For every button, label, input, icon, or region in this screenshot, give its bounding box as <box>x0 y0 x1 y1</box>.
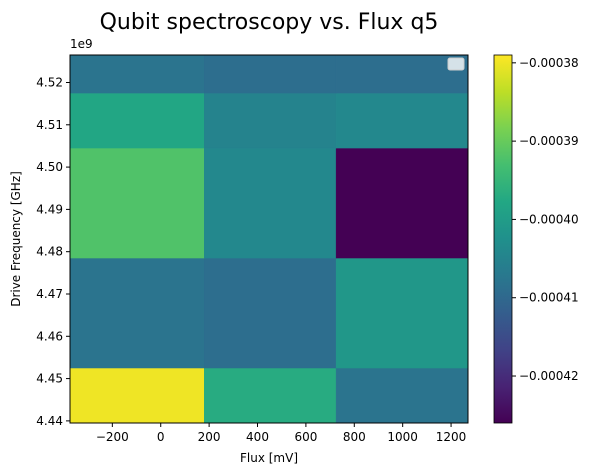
x-tick-label: 800 <box>343 430 366 444</box>
heatmap-cell <box>204 54 337 94</box>
x-axis-label: Flux [mV] <box>240 451 298 465</box>
heatmap-cell <box>335 147 469 259</box>
heatmap-cell <box>69 54 205 94</box>
heatmap-cell <box>335 54 469 94</box>
colorbar-tick-label: −0.00041 <box>519 291 579 305</box>
heatmap-cell <box>335 367 469 424</box>
y-tick-label: 4.52 <box>36 75 63 89</box>
y-tick-label: 4.46 <box>36 329 63 343</box>
heatmap-cell <box>69 367 205 424</box>
heatmap-cell <box>69 147 205 259</box>
y-tick-label: 4.44 <box>36 414 63 428</box>
heatmap-cell <box>204 257 337 369</box>
heatmap-cell <box>69 92 205 149</box>
heatmap-cell <box>204 92 337 149</box>
colorbar-tick-label: −0.00039 <box>519 134 579 148</box>
y-tick-label: 4.45 <box>36 372 63 386</box>
colorbar-tick-label: −0.00038 <box>519 56 579 70</box>
heatmap-cell <box>335 257 469 369</box>
x-tick-label: 200 <box>198 430 221 444</box>
x-tick-label: 1000 <box>387 430 418 444</box>
y-axis: 4.44 4.45 4.46 4.47 4.48 4.49 4.50 4.51 4.52 <box>36 75 70 428</box>
y-offset-label: 1e9 <box>70 37 93 51</box>
colorbar-tick-label: −0.00042 <box>519 369 579 383</box>
y-tick-label: 4.51 <box>36 118 63 132</box>
x-axis: −200 0 200 400 600 800 1000 1200 <box>96 423 466 444</box>
x-tick-label: 0 <box>157 430 165 444</box>
heatmap-cell <box>69 257 205 369</box>
colorbar <box>493 54 513 424</box>
colorbar-tick-label: −0.00040 <box>519 212 579 226</box>
plot-frame <box>69 54 469 424</box>
heatmap-cell <box>204 147 337 259</box>
chart-title: Qubit spectroscopy vs. Flux q5 <box>100 10 439 35</box>
x-tick-label: 1200 <box>436 430 467 444</box>
y-tick-label: 4.50 <box>36 160 63 174</box>
heatmap-cell <box>335 92 469 149</box>
x-tick-label: 600 <box>294 430 317 444</box>
heatmap-cells <box>69 54 469 424</box>
x-tick-label: 400 <box>246 430 269 444</box>
legend <box>447 57 465 71</box>
y-tick-label: 4.49 <box>36 202 63 216</box>
x-tick-label: −200 <box>96 430 129 444</box>
y-tick-label: 4.47 <box>36 287 63 301</box>
legend-box <box>447 57 465 71</box>
y-tick-label: 4.48 <box>36 245 63 259</box>
colorbar-ticks: −0.00038 −0.00039 −0.00040 −0.00041 −0.00042 <box>512 56 579 383</box>
y-axis-label: Drive Frequency [GHz] <box>9 171 23 307</box>
heatmap-cell <box>204 367 337 424</box>
